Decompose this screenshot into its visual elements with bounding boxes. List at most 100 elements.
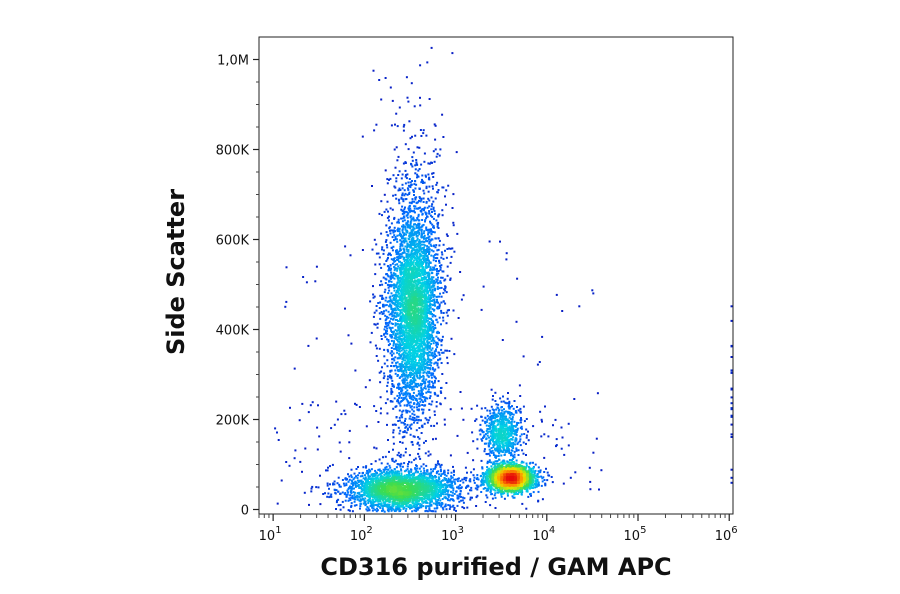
event-dot [399,400,402,403]
event-dot [414,257,417,260]
event-dot [428,205,431,208]
event-dot [429,214,432,217]
event-dot [426,206,429,209]
event-dot [304,447,307,450]
event-dot [519,426,522,429]
event-dot [480,491,483,493]
event-dot [408,204,411,207]
event-dot [369,470,372,473]
event-dot [510,420,513,423]
event-dot [417,250,420,253]
event-dot [493,432,496,435]
event-dot [383,348,386,351]
event-dot [367,479,369,482]
event-dot [427,324,430,327]
event-dot [417,441,420,444]
event-dot [426,245,429,248]
event-dot [405,174,408,176]
event-dot [428,199,431,202]
event-dot [396,343,399,346]
event-dot [416,237,419,240]
event-dot [403,265,406,268]
event-dot [397,325,400,328]
event-dot [435,348,437,351]
event-dot [509,442,512,445]
event-dot [427,197,430,200]
event-dot [390,273,393,276]
event-dot [423,206,426,209]
event-dot [441,113,444,116]
event-dot [502,400,505,403]
event-dot [299,460,302,463]
event-dot [361,483,364,486]
event-dot [348,497,351,500]
event-dot [393,274,396,277]
event-dot [384,77,387,79]
event-dot [522,441,525,444]
event-dot [418,247,421,249]
event-dot [441,338,444,341]
event-dot [516,406,518,408]
event-dot [405,379,408,382]
event-dot [396,159,399,162]
event-dot [405,371,408,374]
event-dot [427,285,429,288]
event-dot [393,341,395,344]
event-dot [428,473,431,476]
event-dot [372,285,374,288]
event-dot [451,505,454,508]
event-dot [730,408,733,411]
event-dot [450,480,452,483]
event-dot [397,265,400,268]
event-dot [339,485,342,488]
event-dot [427,384,430,387]
event-dot [459,391,462,393]
event-dot [435,361,438,364]
event-dot [502,420,505,423]
event-dot [398,320,401,322]
event-dot [430,299,433,302]
event-dot [525,436,528,439]
event-dot [274,427,277,430]
event-dot [486,432,489,435]
event-dot [396,349,398,352]
event-dot [378,458,381,461]
event-dot [488,409,491,412]
event-dot [405,349,408,352]
event-dot [453,470,455,473]
event-dot [362,488,365,491]
event-dot [424,312,427,315]
event-dot [402,264,405,267]
event-dot [533,470,536,473]
event-dot [411,377,414,379]
event-dot [505,402,508,405]
event-dot [442,490,445,493]
event-dot [294,449,297,452]
event-dot [409,137,412,140]
event-dot [442,300,445,303]
event-dot [422,313,425,316]
event-dot [420,399,423,401]
event-dot [424,365,427,368]
event-dot [386,384,389,387]
event-dot [527,495,530,498]
event-dot [432,386,435,389]
event-dot [412,394,414,397]
event-dot [413,205,416,208]
event-dot [397,255,400,258]
event-dot [476,488,479,491]
event-dot [398,396,400,399]
event-dot [426,354,429,357]
event-dot [385,470,388,473]
event-dot [360,479,363,482]
event-dot [436,282,439,285]
event-dot [499,240,501,243]
event-dot [497,441,500,444]
event-dot [428,383,431,386]
event-dot [333,480,336,483]
event-dot [430,319,433,322]
event-dot [508,444,511,447]
event-dot [418,374,421,377]
event-dot [404,356,407,359]
event-dot [430,479,433,482]
